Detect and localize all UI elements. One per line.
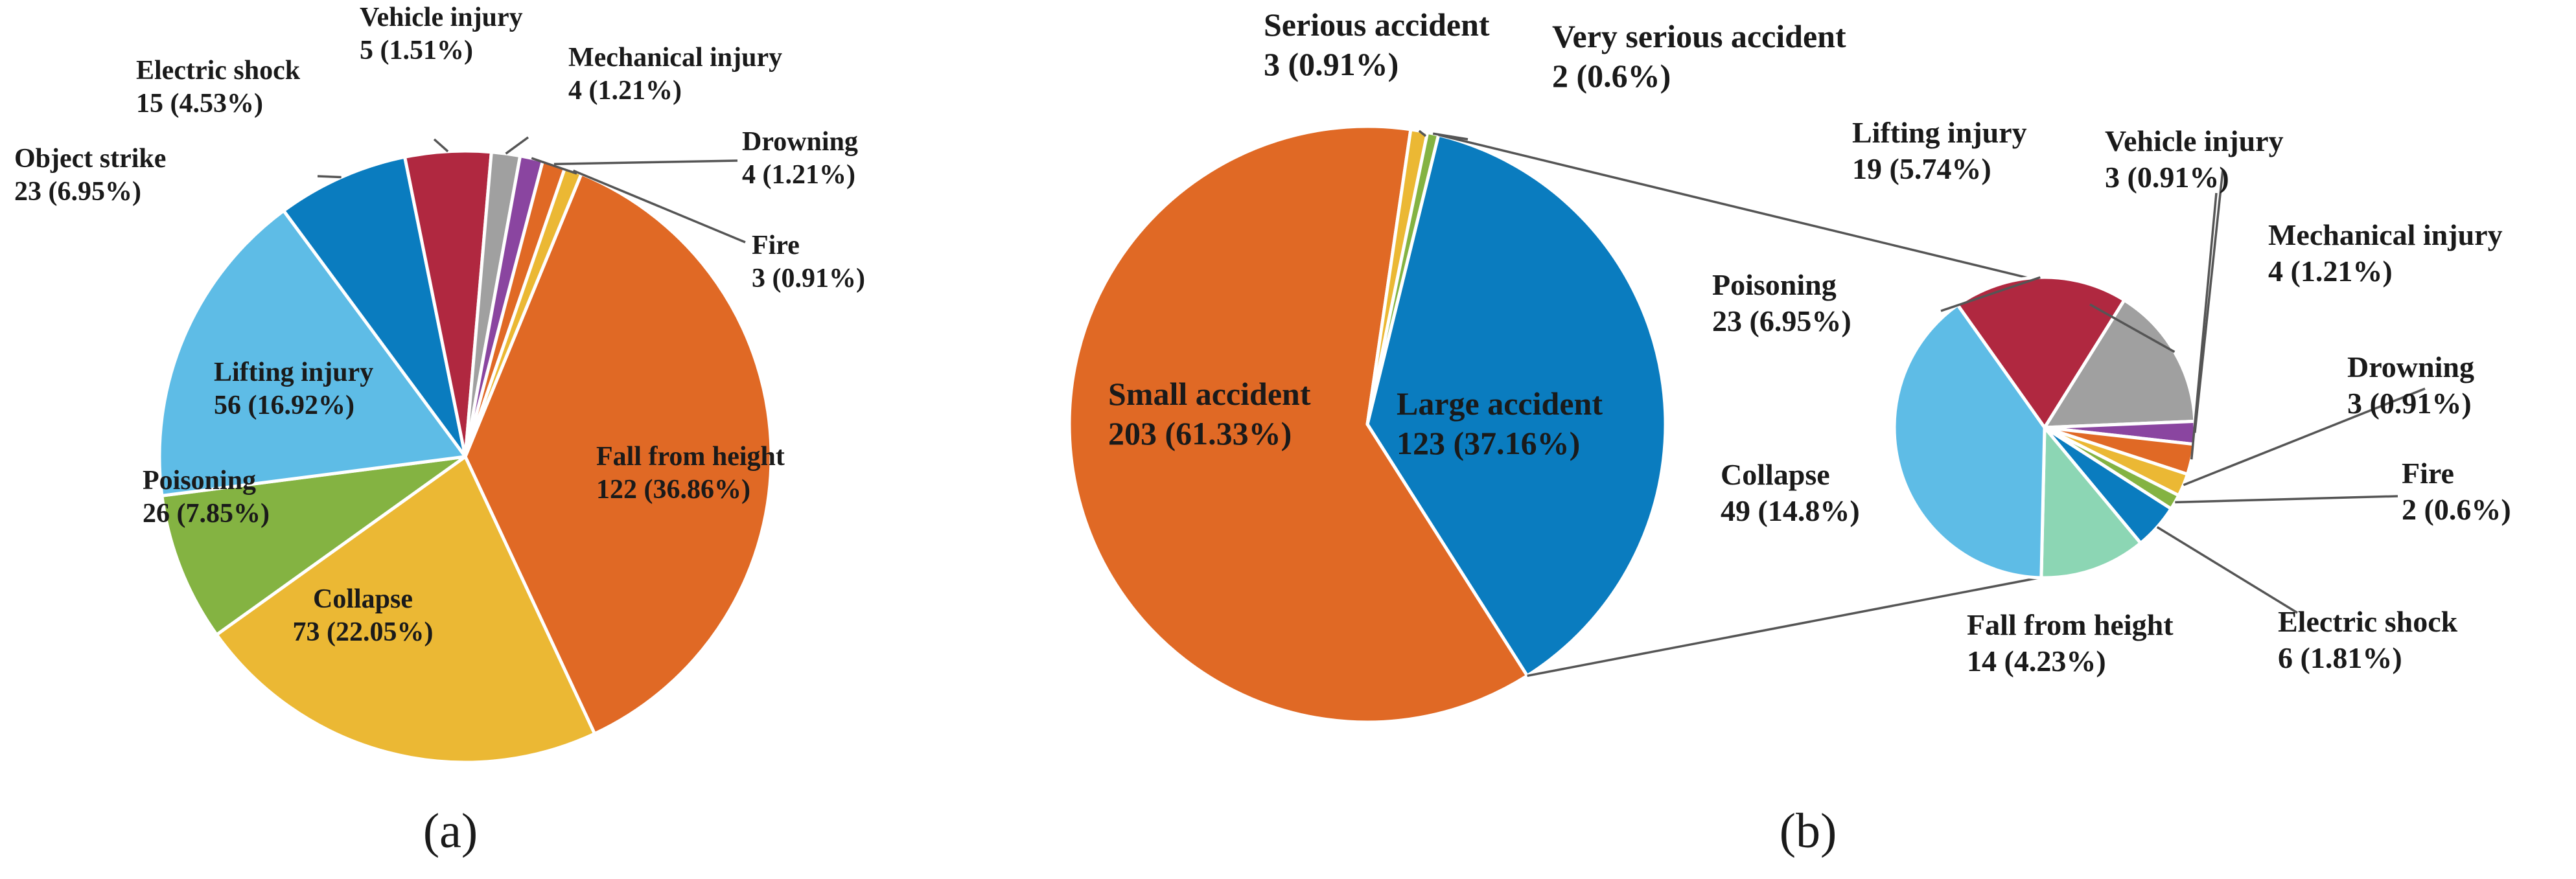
pie-a-label-collapse: Collapse 73 (22.05%)	[293, 584, 434, 647]
breakdown-leader-lifting-injury	[2089, 303, 2176, 353]
pie-a-leader-fire	[572, 169, 746, 244]
breakdown-leader-electric-shock	[2156, 526, 2298, 614]
pie-a-label-object-strike: Object strike 23 (6.95%)	[14, 144, 166, 207]
pie-a-label-electric-shock: Electric shock 15 (4.53%)	[136, 56, 301, 119]
pie-a-slice-poisoning	[160, 455, 467, 637]
pie-b-leader-serious-accident	[1418, 130, 1427, 137]
pie-a-label-drowning: Drowning 4 (1.21%)	[742, 127, 858, 190]
pie-b-label-very-serious-accident: Very serious accident 2 (0.6%)	[1552, 18, 1846, 94]
panel-label-a: (a)	[423, 804, 478, 858]
pie-a-label-mechanical-injury: Mechanical injury 4 (1.21%)	[568, 43, 782, 106]
breakdown-label-lifting-injury: Lifting injury 19 (5.74%)	[1852, 116, 2027, 185]
pie-a-leader-electric-shock	[433, 138, 449, 153]
breakdown-label-mechanical-injury: Mechanical injury 4 (1.21%)	[2268, 218, 2503, 288]
breakdown-leader-fire	[2175, 495, 2398, 504]
pie-b-label-small-accident: Small accident 203 (61.33%)	[1108, 376, 1311, 451]
pie-a-label-lifting-injury: Lifting injury 56 (16.92%)	[214, 358, 373, 420]
pie-b-label-large-accident: Large accident 123 (37.16%)	[1397, 385, 1603, 461]
pie-b-slice-small-accident	[1067, 124, 1529, 724]
pie-a-leader-drowning	[553, 159, 738, 166]
pie-a-leader-mechanical-injury	[531, 157, 577, 175]
breakdown-leader-mechanical-injury	[2190, 192, 2218, 460]
pie-a-label-fire: Fire 3 (0.91%)	[752, 231, 865, 293]
breakdown-label-poisoning: Poisoning 23 (6.95%)	[1712, 268, 1851, 337]
breakdown-label-electric-shock: Electric shock 6 (1.81%)	[2278, 605, 2458, 674]
breakdown-label-drowning: Drowning 3 (0.91%)	[2347, 350, 2474, 420]
pie-b-label-serious-accident: Serious accident 3 (0.91%)	[1264, 6, 1490, 82]
pie-a-leader-vehicle-injury	[505, 136, 529, 155]
breakdown-connector-top	[1438, 133, 2030, 279]
pie-chart-b-breakdown: Lifting injury 19 (5.74%) Vehicle injury 3 …	[1438, 116, 2511, 678]
breakdown-label-collapse: Collapse 49 (14.8%)	[1721, 458, 1860, 527]
breakdown-label-fall-from-height: Fall from height 14 (4.23%)	[1967, 608, 2174, 678]
breakdown-label-vehicle-injury: Vehicle injury 3 (0.91%)	[2105, 124, 2284, 194]
breakdown-label-fire: Fire 2 (0.6%)	[2402, 457, 2511, 526]
breakdown-leader-drowning	[2183, 387, 2426, 486]
pie-a-label-poisoning: Poisoning 26 (7.85%)	[143, 466, 270, 529]
pie-chart-b: Large accident 123 (37.16%) Small accident…	[1067, 6, 1846, 724]
pie-chart-a: Fall from height 122 (36.86%) Collapse 73 (…	[14, 3, 865, 764]
pie-a-label-vehicle-injury: Vehicle injury 5 (1.51%)	[360, 3, 523, 65]
pie-a-slice-collapse	[215, 455, 597, 764]
panel-label-b: (b)	[1780, 804, 1837, 858]
breakdown-slice-collapse	[1892, 303, 2047, 580]
breakdown-leader-poisoning	[1940, 276, 2041, 312]
breakdown-slice-fall-from-height	[2039, 426, 2142, 580]
pie-a-label-fall-from-height: Fall from height 122 (36.86%)	[596, 442, 785, 505]
pie-a-slice-lifting-injury	[157, 209, 467, 497]
breakdown-leader-vehicle-injury	[2194, 169, 2224, 433]
pie-a-slice-fall-from-height	[463, 172, 773, 736]
pie-a-leader-object-strike	[317, 175, 342, 179]
breakdown-connector-bottom	[1527, 576, 2040, 678]
